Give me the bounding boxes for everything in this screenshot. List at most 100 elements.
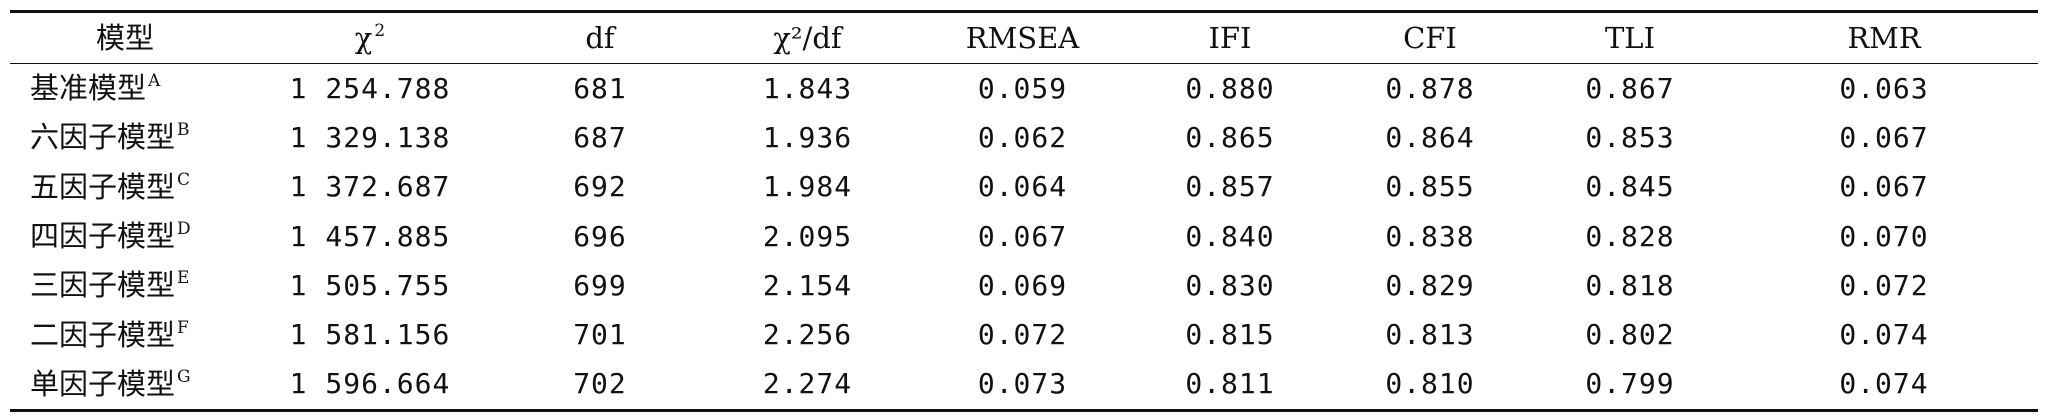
cell-ifi: 0.830	[1185, 268, 1275, 302]
cell-ifi: 0.865	[1185, 120, 1275, 154]
model-name: 基准模型	[30, 71, 147, 106]
cell-chi-square-df: 2.154	[762, 268, 853, 302]
header-model: 模型	[10, 12, 240, 64]
cell-chi-square-df: 2.256	[762, 318, 853, 352]
cell-ifi: 0.815	[1185, 318, 1275, 352]
cell-chi-square-df: 1.936	[762, 120, 853, 154]
model-superscript: E	[177, 268, 190, 289]
cell-rmsea: 0.064	[977, 170, 1068, 204]
cell-tli: 0.828	[1585, 219, 1675, 253]
cell-df: 702	[573, 367, 627, 401]
cell-rmr: 0.074	[1839, 367, 1929, 401]
cell-cfi: 0.855	[1385, 170, 1475, 204]
cell-ifi: 0.840	[1185, 219, 1275, 253]
cell-cfi: 0.864	[1385, 120, 1475, 154]
cell-df: 699	[573, 268, 627, 302]
header-chi-square-df-text: χ²/df	[773, 20, 842, 55]
header-chi-square-df: χ²/df	[700, 12, 915, 64]
cell-tli: 0.818	[1585, 268, 1675, 302]
table-row: 五因子模型 C 1 372.687 692 1.984 0.064 0.857 0.855 0.…	[10, 163, 2038, 212]
cell-rmsea: 0.062	[977, 120, 1068, 154]
cell-ifi: 0.880	[1185, 71, 1275, 105]
model-name: 四因子模型	[30, 219, 176, 254]
header-df: df	[500, 12, 700, 64]
cell-cfi: 0.838	[1385, 219, 1475, 253]
model-name: 二因子模型	[30, 317, 176, 352]
cell-chi-square: 1 329.138	[289, 120, 451, 154]
model-superscript: F	[177, 317, 189, 338]
cell-df: 701	[573, 318, 627, 352]
cell-chi-square-df: 1.984	[762, 170, 853, 204]
cell-df: 687	[573, 120, 627, 154]
cell-rmsea: 0.069	[977, 268, 1068, 302]
cell-rmr: 0.067	[1839, 170, 1929, 204]
model-name: 三因子模型	[30, 268, 176, 303]
cell-tli: 0.802	[1585, 318, 1675, 352]
header-rmr: RMR	[1730, 12, 2038, 64]
table-row: 基准模型 A 1 254.788 681 1.843 0.059 0.880 0.878 0.8…	[10, 64, 2038, 114]
cell-cfi: 0.829	[1385, 268, 1475, 302]
cell-model: 单因子模型 G	[10, 360, 240, 411]
header-tli-text: TLI	[1604, 20, 1656, 55]
model-superscript: C	[177, 169, 191, 190]
cell-cfi: 0.813	[1385, 318, 1475, 352]
cell-model: 五因子模型 C	[10, 163, 240, 212]
model-name: 六因子模型	[30, 120, 176, 155]
cell-rmsea: 0.059	[977, 71, 1068, 105]
model-superscript: A	[148, 71, 161, 92]
model-superscript: D	[177, 219, 191, 240]
cell-model: 六因子模型 B	[10, 113, 240, 162]
model-name: 单因子模型	[30, 366, 176, 401]
cell-cfi: 0.878	[1385, 71, 1475, 105]
cell-rmr: 0.072	[1839, 268, 1929, 302]
header-chi-square-text: χ	[354, 20, 373, 55]
table-row: 三因子模型 E 1 505.755 699 2.154 0.069 0.830 0.829 0.…	[10, 261, 2038, 310]
cell-model: 三因子模型 E	[10, 261, 240, 310]
cell-tli: 0.799	[1585, 367, 1675, 401]
cell-chi-square: 1 581.156	[289, 318, 451, 352]
header-rmsea: RMSEA	[915, 12, 1130, 64]
cell-tli: 0.867	[1585, 71, 1675, 105]
cell-rmsea: 0.073	[977, 367, 1068, 401]
cell-rmsea: 0.067	[977, 219, 1068, 253]
table-row: 单因子模型 G 1 596.664 702 2.274 0.073 0.811 0.810 0.…	[10, 360, 2038, 411]
header-model-text: 模型	[95, 20, 154, 55]
cell-ifi: 0.811	[1185, 367, 1275, 401]
cell-chi-square: 1 505.755	[289, 268, 451, 302]
cell-chi-square: 1 254.788	[289, 71, 451, 105]
cell-chi-square-df: 1.843	[762, 71, 853, 105]
cell-rmr: 0.070	[1839, 219, 1929, 253]
model-superscript: B	[177, 120, 190, 141]
header-df-text: df	[585, 20, 615, 55]
cell-df: 681	[573, 71, 627, 105]
cell-rmr: 0.067	[1839, 120, 1929, 154]
cell-tli: 0.853	[1585, 120, 1675, 154]
cell-rmr: 0.074	[1839, 318, 1929, 352]
cell-df: 692	[573, 170, 627, 204]
model-superscript: G	[177, 366, 191, 387]
cell-tli: 0.845	[1585, 170, 1675, 204]
header-tli: TLI	[1530, 12, 1730, 64]
header-ifi: IFI	[1130, 12, 1330, 64]
cell-chi-square-df: 2.095	[762, 219, 853, 253]
header-rmr-text: RMR	[1847, 20, 1921, 55]
cell-rmr: 0.063	[1839, 71, 1929, 105]
cell-model: 二因子模型 F	[10, 310, 240, 359]
cell-rmsea: 0.072	[977, 318, 1068, 352]
header-cfi: CFI	[1330, 12, 1530, 64]
table-row: 四因子模型 D 1 457.885 696 2.095 0.067 0.840 0.838 0.…	[10, 212, 2038, 261]
table-body: 基准模型 A 1 254.788 681 1.843 0.059 0.880 0.878 0.8…	[10, 64, 2038, 411]
header-ifi-text: IFI	[1208, 20, 1252, 55]
table-row: 六因子模型 B 1 329.138 687 1.936 0.062 0.865 0.864 0.…	[10, 113, 2038, 162]
header-cfi-text: CFI	[1403, 20, 1457, 55]
cell-chi-square-df: 2.274	[762, 367, 853, 401]
cell-chi-square: 1 457.885	[289, 219, 451, 253]
header-rmsea-text: RMSEA	[965, 20, 1080, 55]
model-name: 五因子模型	[30, 169, 176, 204]
header-chi-square-sup: 2	[374, 20, 386, 41]
